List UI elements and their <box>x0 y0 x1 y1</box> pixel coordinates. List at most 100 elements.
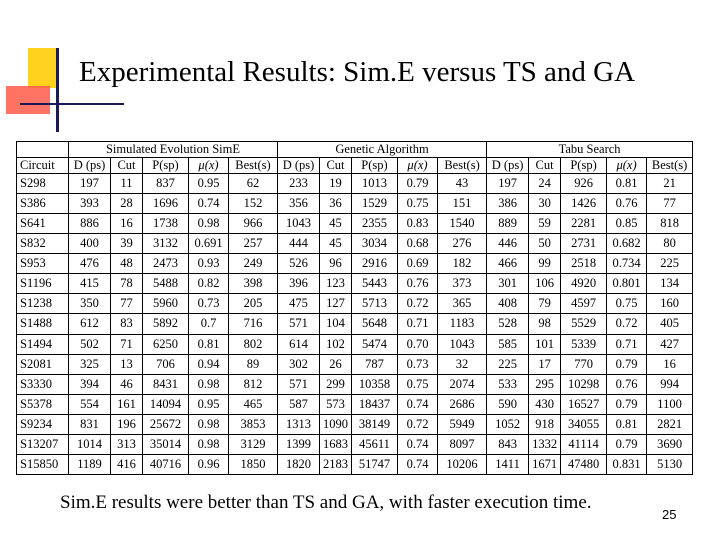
table-cell: 430 <box>528 393 562 415</box>
table-row: S298 197 11 837 0.95 62 233 19 1013 0.79 43 197 24 92… <box>16 172 694 195</box>
table-cell: 554 <box>68 393 111 415</box>
table-cell: 444 <box>277 233 320 255</box>
table-cell: 526 <box>277 253 320 275</box>
table-cell: 0.79 <box>606 353 648 375</box>
empty-corner-cell <box>16 141 69 158</box>
table-cell: 0.79 <box>397 172 438 195</box>
decor-red-square <box>6 86 50 114</box>
table-cell: 365 <box>436 293 488 315</box>
table-cell: 0.82 <box>188 273 229 295</box>
table-cell: 393 <box>68 193 111 215</box>
table-cell: 1313 <box>277 413 320 435</box>
sub-header-best: Best(s) <box>646 157 694 174</box>
table-cell: 16 <box>110 213 143 235</box>
table-cell: 1671 <box>528 453 562 476</box>
decor-horizontal-line <box>20 103 124 105</box>
table-row: S641 886 16 1738 0.98 966 1043 45 2355 0.83 1540 88… <box>16 213 694 235</box>
table-cell: 83 <box>110 313 143 335</box>
table-cell: 182 <box>436 253 488 275</box>
sub-header-power: P(sp) <box>560 157 608 174</box>
table-cell: 427 <box>646 333 694 355</box>
table-cell: 205 <box>228 293 278 315</box>
table-cell: 8097 <box>436 433 488 455</box>
table-cell: 386 <box>486 193 530 215</box>
table-cell: 77 <box>646 193 694 215</box>
table-cell: 475 <box>277 293 320 315</box>
sub-header-cut: Cut <box>528 157 562 174</box>
table-cell: 13 <box>110 353 143 375</box>
table-cell: 1043 <box>436 333 488 355</box>
table-cell: 46 <box>110 373 143 395</box>
table-cell: 926 <box>560 172 608 195</box>
table-cell: 770 <box>560 353 608 375</box>
sub-header-row: Circuit D (ps) Cut P(sp) μ(x) Best(s) D … <box>16 157 694 174</box>
decor-yellow-square <box>28 48 58 88</box>
table-row: S1494 502 71 6250 0.81 802 614 102 5474 0.70 1043 5… <box>16 333 694 355</box>
table-cell: 134 <box>646 273 694 295</box>
table-cell: 0.72 <box>397 293 438 315</box>
group-header-sime: Simulated Evolution SimE <box>68 141 278 158</box>
table-cell: 1332 <box>528 433 562 455</box>
circuit-name-cell: S1488 <box>16 313 69 335</box>
table-cell: 0.98 <box>188 433 229 455</box>
sub-header-delay: D (ps) <box>486 157 530 174</box>
table-cell: 196 <box>110 413 143 435</box>
table-cell: 16 <box>646 353 694 375</box>
table-cell: 1183 <box>436 313 488 335</box>
table-cell: 0.76 <box>606 373 648 395</box>
table-cell: 886 <box>68 213 111 235</box>
table-cell: 0.74 <box>397 433 438 455</box>
table-cell: 301 <box>486 273 530 295</box>
table-cell: 1043 <box>277 213 320 235</box>
table-cell: 39 <box>110 233 143 255</box>
table-cell: 102 <box>319 333 352 355</box>
circuit-name-cell: S953 <box>16 253 69 275</box>
table-cell: 152 <box>228 193 278 215</box>
table-cell: 396 <box>277 273 320 295</box>
table-cell: 38149 <box>351 413 398 435</box>
table-cell: 1090 <box>319 413 352 435</box>
table-row: S3330 394 46 8431 0.98 812 571 299 10358 0.75 2074… <box>16 373 694 395</box>
table-cell: 0.73 <box>188 293 229 315</box>
table-cell: 32 <box>436 353 488 375</box>
table-cell: 233 <box>277 172 320 195</box>
table-row: S1238 350 77 5960 0.73 205 475 127 5713 0.72 365 40… <box>16 293 694 315</box>
table-cell: 573 <box>319 393 352 415</box>
table-cell: 2916 <box>351 253 398 275</box>
table-cell: 398 <box>228 273 278 295</box>
table-cell: 837 <box>142 172 189 195</box>
circuit-name-cell: S298 <box>16 172 69 195</box>
table-cell: 11 <box>110 172 143 195</box>
table-cell: 26 <box>319 353 352 375</box>
table-cell: 716 <box>228 313 278 335</box>
table-cell: 10358 <box>351 373 398 395</box>
circuit-header: Circuit <box>16 157 69 174</box>
table-cell: 0.81 <box>606 172 648 195</box>
table-cell: 17 <box>528 353 562 375</box>
table-cell: 571 <box>277 373 320 395</box>
table-cell: 0.831 <box>606 453 648 476</box>
table-cell: 161 <box>110 393 143 415</box>
sub-header-cut: Cut <box>110 157 143 174</box>
slide-title: Experimental Results: Sim.E versus TS an… <box>79 56 636 88</box>
table-cell: 19 <box>319 172 352 195</box>
table-cell: 45611 <box>351 433 398 455</box>
table-cell: 5949 <box>436 413 488 435</box>
table-cell: 0.83 <box>397 213 438 235</box>
table-cell: 21 <box>646 172 694 195</box>
table-cell: 1013 <box>351 172 398 195</box>
sub-header-delay: D (ps) <box>277 157 320 174</box>
table-cell: 0.72 <box>397 413 438 435</box>
table-cell: 802 <box>228 333 278 355</box>
table-cell: 350 <box>68 293 111 315</box>
table-row: S13207 1014 313 35014 0.98 3129 1399 1683 45611 0… <box>16 433 694 455</box>
table-cell: 34055 <box>560 413 608 435</box>
table-cell: 612 <box>68 313 111 335</box>
table-cell: 0.74 <box>397 393 438 415</box>
table-cell: 59 <box>528 213 562 235</box>
table-cell: 89 <box>228 353 278 375</box>
sub-header-best: Best(s) <box>436 157 488 174</box>
table-cell: 160 <box>646 293 694 315</box>
table-cell: 0.75 <box>397 193 438 215</box>
table-cell: 48 <box>110 253 143 275</box>
